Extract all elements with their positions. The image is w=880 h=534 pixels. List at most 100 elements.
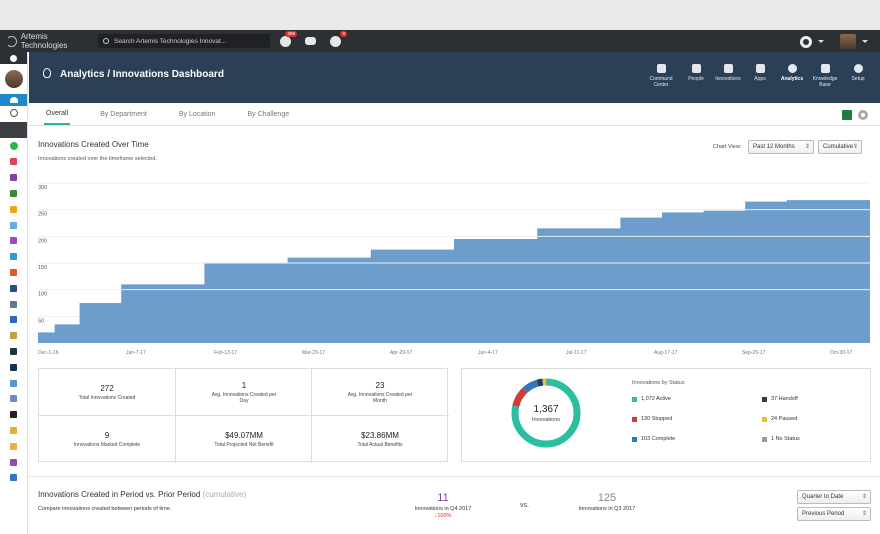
donut-center: 1,367 Innovations (510, 377, 582, 449)
y-tick-label: 250 (38, 212, 47, 218)
excel-export-icon[interactable] (842, 110, 852, 120)
nav-label: Knowledge Base (812, 76, 838, 88)
rail-toggle[interactable] (0, 52, 27, 64)
rail-app-item[interactable] (0, 186, 27, 202)
rail-app-item[interactable] (0, 328, 27, 344)
legend-no-status: 1 No Status (762, 436, 800, 442)
donut-total: 1,367 (533, 403, 559, 415)
rail-app-item[interactable] (0, 407, 27, 423)
rail-item-dashboard[interactable] (0, 94, 27, 106)
brand[interactable]: Artemis Technologies (6, 32, 94, 50)
stat-value: $23.86MM (361, 430, 399, 440)
tab-overall[interactable]: Overall (44, 104, 71, 125)
compare-select-value: Previous Period (802, 511, 845, 517)
rail-item-recent[interactable] (0, 106, 27, 120)
app-icon (10, 189, 17, 197)
search-placeholder: Search Artemis Technologies Innovat... (114, 37, 227, 45)
rail-app-item[interactable] (0, 249, 27, 265)
x-tick-label: Jan-7-17 (126, 350, 146, 356)
chat-icon[interactable] (305, 37, 316, 45)
avatar[interactable] (840, 34, 856, 49)
chevron-down-icon[interactable] (818, 40, 824, 43)
range-select[interactable]: Past 12 Months (748, 140, 814, 154)
rail-app-item[interactable] (0, 470, 27, 486)
nav-label: Analytics (780, 76, 804, 82)
alerts-badge: 8 (340, 30, 347, 37)
app-icon (10, 426, 17, 434)
stat-value: 1 (241, 380, 247, 390)
rail-app-item[interactable] (0, 375, 27, 391)
divider (311, 369, 312, 463)
x-tick-label: Feb-13-17 (214, 350, 237, 356)
period-title: Innovations Created in Period vs. Prior … (38, 490, 246, 499)
rail-app-item[interactable] (0, 233, 27, 249)
nav-label: Innovations (715, 76, 741, 82)
tab-by-department[interactable]: By Department (100, 110, 147, 118)
top-right (800, 34, 868, 49)
rail-app-item[interactable] (0, 201, 27, 217)
rail-app-item[interactable] (0, 423, 27, 439)
x-tick-label: Oct-30-17 (830, 350, 852, 356)
app-frame: Artemis Technologies Search Artemis Tech… (0, 30, 880, 534)
rail-item-add[interactable] (0, 138, 27, 154)
chart-title: Innovations Created Over Time (38, 140, 149, 149)
x-tick-label: Dec-1-16 (38, 350, 59, 356)
tab-by-location[interactable]: By Location (178, 110, 216, 118)
settings-gear-icon[interactable] (800, 35, 812, 48)
nav-analytics[interactable]: Analytics (776, 64, 808, 89)
rail-app-item[interactable] (0, 154, 27, 170)
compare-select[interactable]: Previous Period (797, 507, 871, 521)
period-select[interactable]: Quarter to Date (797, 490, 871, 504)
nav-people[interactable]: People (680, 64, 712, 89)
main-nav: Command Center People Innovations Apps A… (642, 64, 874, 89)
nav-command-center[interactable]: Command Center (642, 64, 680, 89)
nav-innovations[interactable]: Innovations (712, 64, 744, 89)
app-icon (10, 268, 17, 276)
app-icon (10, 174, 17, 182)
rail-app-item[interactable] (0, 391, 27, 407)
legend-swatch (632, 396, 637, 402)
rail-app-item[interactable] (0, 296, 27, 312)
rail-app-item[interactable] (0, 454, 27, 470)
rail-app-item[interactable] (0, 344, 27, 360)
app-icon (10, 300, 17, 308)
rail-app-item[interactable] (0, 438, 27, 454)
vs-label: vs. (520, 502, 529, 509)
section-divider (29, 476, 880, 477)
tab-by-challenge[interactable]: By Challenge (247, 110, 290, 118)
chevron-down-icon[interactable] (862, 40, 868, 43)
dashboard-icon (9, 97, 18, 103)
alerts-icon[interactable]: 8 (330, 30, 347, 47)
rail-app-item[interactable] (0, 359, 27, 375)
status-panel: 1,367 Innovations Innovations by Status … (461, 368, 871, 462)
status-donut-chart (511, 378, 581, 448)
app-icon (10, 316, 17, 324)
rail-apps (0, 154, 27, 486)
notification-icon[interactable]: 389 (280, 30, 297, 47)
rail-app-item[interactable] (0, 217, 27, 233)
pie-icon (787, 64, 797, 73)
gear-icon[interactable] (858, 110, 868, 120)
nav-label: Command Center (649, 76, 673, 88)
app-icon (10, 221, 17, 229)
stat-actual-benefits: $23.86MM Total Actual Benefits (312, 416, 448, 463)
rail-app-item[interactable] (0, 265, 27, 281)
legend-complete: 103 Complete (632, 436, 675, 442)
rail-app-item[interactable] (0, 170, 27, 186)
nav-knowledge-base[interactable]: Knowledge Base (808, 64, 842, 89)
x-tick-label: Sep-25-17 (742, 350, 766, 356)
app-icon (10, 395, 17, 403)
legend-active: 1,072 Active (632, 396, 671, 402)
search-input[interactable]: Search Artemis Technologies Innovat... (98, 34, 270, 48)
app-icon (10, 411, 17, 419)
nav-setup[interactable]: Setup (842, 64, 874, 89)
rail-app-item[interactable] (0, 280, 27, 296)
stat-label: Innovations Marked Complete (73, 441, 141, 448)
mode-select-value: Cumulative (823, 144, 854, 150)
mode-select[interactable]: Cumulative (818, 140, 862, 154)
rail-user[interactable] (0, 64, 27, 94)
nav-apps[interactable]: Apps (744, 64, 776, 89)
graduation-cap-icon (820, 64, 830, 73)
stat-value: 9 (104, 430, 110, 440)
rail-app-item[interactable] (0, 312, 27, 328)
